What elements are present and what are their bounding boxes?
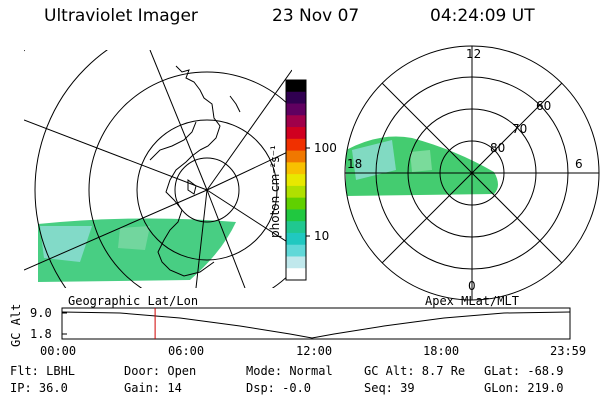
- mlt-label-12: 12: [466, 47, 481, 61]
- ip-label: IP: 36.0: [10, 381, 68, 395]
- polar-map: 12 6 18 0 60 70 80: [344, 45, 600, 301]
- altitude-curve: [61, 311, 571, 339]
- lat-label-80: 80: [490, 141, 505, 155]
- geographic-map: [24, 50, 292, 288]
- glat-label: GLat: -68.9: [484, 364, 564, 378]
- colorbar-band: [286, 138, 306, 152]
- geo-aurora-patch-2: [118, 226, 150, 250]
- lat-label-70: 70: [512, 122, 527, 136]
- colorbar-band: [286, 150, 306, 163]
- polar-aurora-patch-2: [410, 150, 432, 172]
- x-tick-00-00: 00:00: [40, 344, 77, 358]
- gc-alt-label: GC Alt: 8.7 Re: [364, 364, 466, 378]
- mlt-label-6: 6: [575, 157, 583, 171]
- instrument-title: Ultraviolet Imager: [44, 6, 198, 26]
- door-label: Door: Open: [124, 364, 197, 378]
- altitude-plot-frame: [61, 307, 571, 340]
- mlt-label-18: 18: [347, 157, 362, 171]
- colorbar-band: [286, 185, 306, 199]
- lat-label-60: 60: [536, 99, 551, 113]
- polar-grid: [344, 45, 600, 301]
- colorbar: 100 10 photon cm⁻²s⁻¹: [268, 79, 337, 281]
- gain-label: Gain: 14: [124, 381, 182, 395]
- altitude-y-tick-1-8: 1.8: [30, 327, 52, 341]
- x-tick-06-00: 06:00: [168, 344, 205, 358]
- colorbar-tick-label-100: 100: [314, 141, 337, 155]
- colorbar-tick-label-10: 10: [314, 229, 329, 243]
- altitude-y-tick-9: 9.0: [30, 306, 52, 320]
- x-tick-12-00: 12:00: [296, 344, 333, 358]
- geo-lat-circles: [24, 50, 292, 288]
- colorbar-band: [286, 268, 306, 281]
- colorbar-band: [286, 162, 306, 175]
- observation-time: 04:24:09 UT: [430, 6, 535, 26]
- colorbar-unit-label: photon cm⁻²s⁻¹: [268, 145, 282, 238]
- colorbar-band: [286, 221, 306, 234]
- geo-coastlines: [149, 65, 241, 277]
- seq-label: Seq: 39: [364, 381, 415, 395]
- polar-panel-label: Apex MLat/MLT: [425, 294, 519, 308]
- observation-date: 23 Nov 07: [272, 6, 360, 26]
- colorbar-band: [286, 256, 306, 269]
- x-tick-18-00: 18:00: [423, 344, 460, 358]
- colorbar-band: [286, 244, 306, 258]
- dsp-label: Dsp: -0.0: [246, 381, 312, 395]
- colorbar-band: [286, 232, 306, 246]
- colorbar-band: [286, 209, 306, 222]
- altitude-axis-label: GC Alt: [9, 304, 23, 347]
- mlt-label-0: 0: [468, 279, 476, 293]
- colorbar-band: [286, 197, 306, 211]
- colorbar-band: [286, 91, 306, 105]
- geo-panel-label: Geographic Lat/Lon: [68, 294, 198, 308]
- colorbar-band: [286, 103, 306, 116]
- colorbar-band: [286, 80, 306, 93]
- colorbar-band: [286, 127, 306, 140]
- polar-aurora-patch: [352, 140, 396, 180]
- altitude-plot: Geographic Lat/Lon Apex MLat/MLT GC Alt …: [9, 294, 571, 347]
- geo-aurora-patch: [40, 226, 92, 262]
- mode-label: Mode: Normal: [246, 364, 333, 378]
- filter-label: Flt: LBHL: [10, 364, 76, 378]
- x-tick-23-59: 23:59: [550, 344, 587, 358]
- glon-label: GLon: 219.0: [484, 381, 564, 395]
- colorbar-band: [286, 174, 306, 187]
- colorbar-frame: [285, 79, 307, 281]
- colorbar-band: [286, 115, 306, 128]
